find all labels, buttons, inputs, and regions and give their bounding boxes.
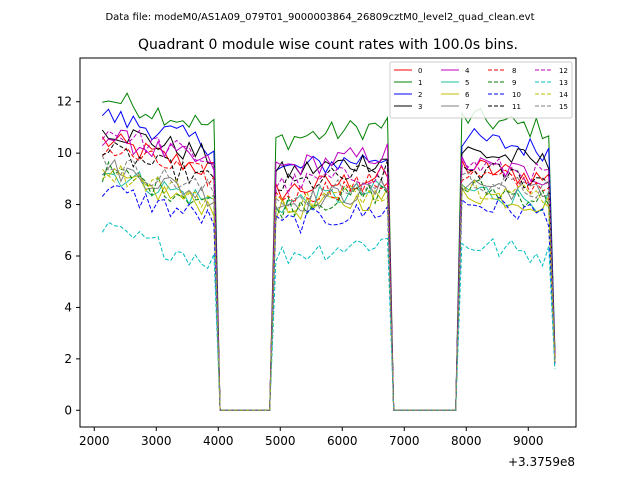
legend-label-12: 12 [559,67,568,75]
y-tick-label: 2 [64,352,72,366]
legend-label-8: 8 [512,67,516,75]
y-tick-label: 8 [64,198,72,212]
y-tick-label: 12 [57,95,72,109]
x-tick-label: 8000 [451,434,482,448]
legend-label-14: 14 [559,91,568,99]
legend-label-5: 5 [465,79,469,87]
series-line-0 [101,133,556,411]
series-line-3 [101,129,556,411]
x-offset-label: +3.3759e8 [508,455,575,469]
legend-label-15: 15 [559,103,568,111]
series-line-6 [101,167,556,411]
axes-frame [79,57,577,428]
series-line-2 [101,108,556,411]
y-tick-label: 10 [57,146,72,160]
x-tick-label: 7000 [389,434,420,448]
legend-label-13: 13 [559,79,568,87]
series-line-8 [101,147,556,411]
x-tick-label: 9000 [513,434,544,448]
legend-label-9: 9 [512,79,516,87]
chart-title: Quadrant 0 module wise count rates with … [138,37,518,53]
legend-label-3: 3 [418,103,422,111]
suptitle: Data file: modeM0/AS1A09_079T01_90000038… [105,12,534,23]
series-line-13 [101,221,556,411]
series-line-12 [101,129,556,411]
plot-area: 2000 3000 4000 5000 6000 7000 8000 900002468101… [57,57,577,448]
series-line-15 [101,155,556,411]
legend-label-7: 7 [465,103,469,111]
legend-label-10: 10 [512,91,521,99]
x-tick-label: 4000 [203,434,234,448]
legend-label-4: 4 [465,67,470,75]
legend-box [389,61,573,119]
legend-label-1: 1 [418,79,422,87]
legend-label-6: 6 [465,91,470,99]
x-tick-label: 3000 [141,434,172,448]
series-line-5 [102,171,556,411]
y-tick-label: 4 [64,300,72,314]
y-tick-label: 6 [64,249,72,263]
legend-label-11: 11 [512,103,521,111]
x-tick-label: 2000 [79,434,110,448]
y-tick-label: 0 [64,403,72,417]
series-line-9 [101,160,556,411]
series-line-10 [101,185,556,411]
legend-label-2: 2 [418,91,422,99]
series-line-11 [102,142,556,411]
x-tick-label: 5000 [265,434,296,448]
x-tick-label: 6000 [327,434,358,448]
series-line-4 [101,129,556,411]
legend-label-0: 0 [418,67,422,75]
series-line-14 [102,163,556,411]
series-lines [101,92,556,411]
